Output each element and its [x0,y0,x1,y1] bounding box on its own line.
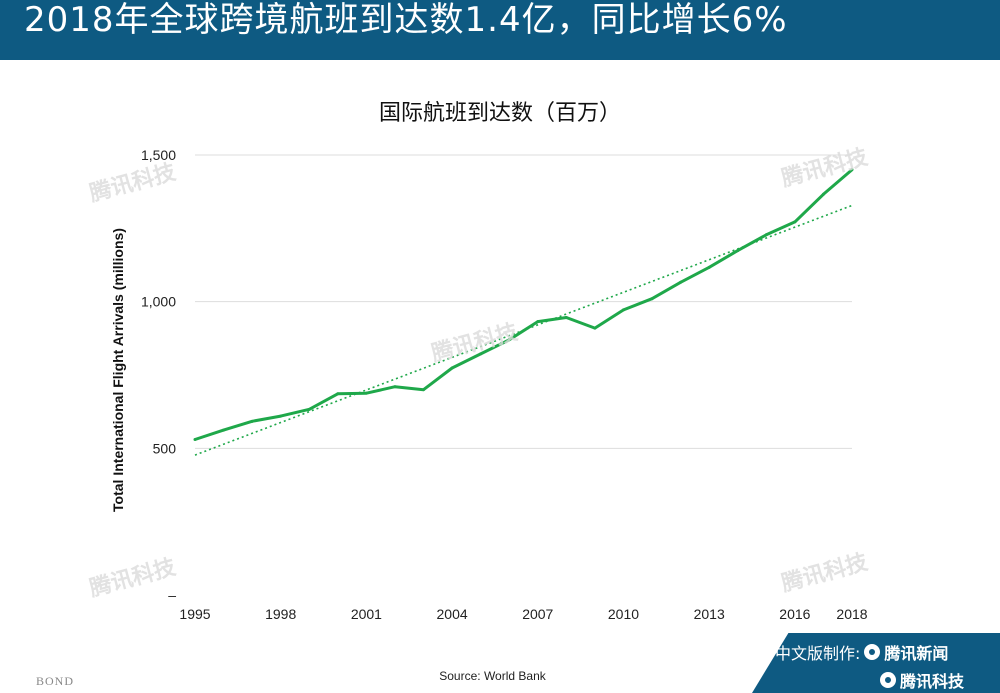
x-tick-label: 2016 [779,606,810,622]
data-point [736,249,740,253]
data-point [507,338,511,342]
data-point [222,428,226,432]
data-point [364,391,368,395]
data-point [479,352,483,356]
tencent-logo-icon [880,672,896,688]
data-point [764,233,768,237]
data-point [393,385,397,389]
x-tick-labels: 1995 1998 2001 2004 2007 2010 2013 2016 2018 [179,606,867,622]
x-tick-label: 2010 [608,606,639,622]
bond-logo: BOND [36,674,75,688]
data-point [707,265,711,269]
line-chart: 国际航班到达数（百万） Total International Flight A… [110,101,868,622]
data-point [307,407,311,411]
y-tick-label: 500 [153,440,177,456]
brand-line: 腾讯科技 [880,668,964,692]
data-point [850,168,854,172]
header-bar: 2018年全球跨境航班到达数1.4亿，同比增长6% [0,0,1000,60]
data-point [621,308,625,312]
data-point [193,438,197,442]
data-point [450,366,454,370]
y-tick-label: – [168,587,176,603]
series-group [193,168,854,442]
chart-title: 国际航班到达数（百万） [379,101,621,126]
data-point [793,220,797,224]
data-point [250,419,254,423]
grid-lines [195,154,852,449]
data-point [422,388,426,392]
credit-brand: 腾讯新闻 [884,644,949,663]
credit-label: 中文版制作: [775,644,861,663]
data-point [279,414,283,418]
y-tick-labels: – 500 1,000 1,500 [141,147,176,603]
tencent-logo-icon [864,644,881,660]
data-point [821,192,825,196]
brand-name: 腾讯科技 [900,672,965,691]
data-point [650,297,654,301]
x-tick-label: 2004 [437,606,468,622]
x-tick-label: 2007 [522,606,553,622]
x-tick-label: 2013 [694,606,725,622]
y-tick-label: 1,000 [141,294,176,310]
x-tick-label: 1998 [265,606,296,622]
x-tick-label: 1995 [179,606,210,622]
x-tick-label: 2001 [351,606,382,622]
data-point [564,316,568,320]
data-point [336,392,340,396]
data-point [536,320,540,324]
credit-line: 中文版制作: 腾讯新闻 [775,640,948,664]
page-title: 2018年全球跨境航班到达数1.4亿，同比增长6% [24,0,788,40]
source-note: Source: World Bank [439,669,546,683]
series-line [194,168,853,441]
credit-banner [752,633,1000,693]
y-tick-label: 1,500 [141,147,176,163]
x-tick-label: 2018 [836,606,867,622]
data-point [593,326,597,330]
data-point [679,280,683,284]
y-axis-label: Total International Flight Arrivals (mil… [110,228,126,512]
